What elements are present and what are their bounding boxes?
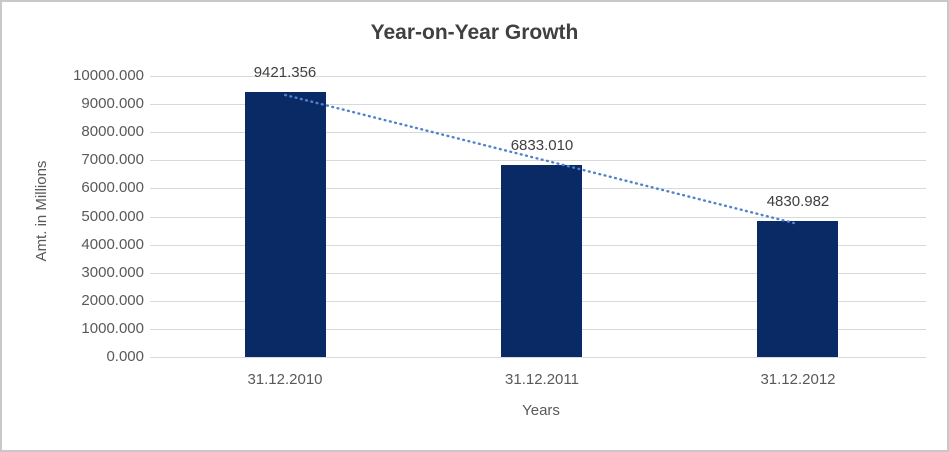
x-tick-label: 31.12.2011: [505, 371, 579, 388]
y-tick-label: 4000.000: [81, 236, 144, 253]
y-tick-label: 6000.000: [81, 179, 144, 196]
y-tick-label: 3000.000: [81, 264, 144, 281]
y-tick-label: 10000.000: [73, 67, 144, 84]
chart-title: Year-on-Year Growth: [370, 21, 579, 44]
y-tick-label: 8000.000: [81, 123, 144, 140]
data-label: 6833.010: [510, 137, 574, 154]
gridline: [150, 357, 926, 358]
y-tick-label: 0.000: [106, 348, 144, 365]
y-tick-label: 1000.000: [81, 320, 144, 337]
bar: [501, 165, 582, 357]
x-axis-title: Years: [522, 402, 560, 419]
x-tick-label: 31.12.2012: [760, 371, 836, 388]
bar: [757, 221, 838, 357]
gridline: [150, 76, 926, 77]
y-tick-label: 5000.000: [81, 208, 144, 225]
data-label: 9421.356: [253, 64, 317, 81]
data-label: 4830.982: [766, 193, 830, 210]
bar: [245, 92, 326, 357]
y-tick-label: 9000.000: [81, 95, 144, 112]
y-tick-label: 2000.000: [81, 292, 144, 309]
x-tick-label: 31.12.2010: [247, 371, 323, 388]
y-tick-label: 7000.000: [81, 151, 144, 168]
